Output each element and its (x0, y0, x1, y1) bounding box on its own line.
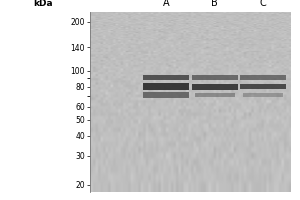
Bar (143, 75, 190, 80)
Bar (143, 83, 190, 90)
Bar (191, 84, 238, 90)
Text: B: B (211, 0, 218, 8)
Bar (240, 75, 286, 80)
Text: A: A (163, 0, 170, 8)
Text: kDa: kDa (34, 0, 53, 8)
Bar (191, 75, 238, 80)
Bar (194, 93, 235, 97)
Text: C: C (260, 0, 266, 8)
Bar (243, 93, 283, 97)
Bar (143, 92, 190, 98)
Bar (240, 84, 286, 89)
